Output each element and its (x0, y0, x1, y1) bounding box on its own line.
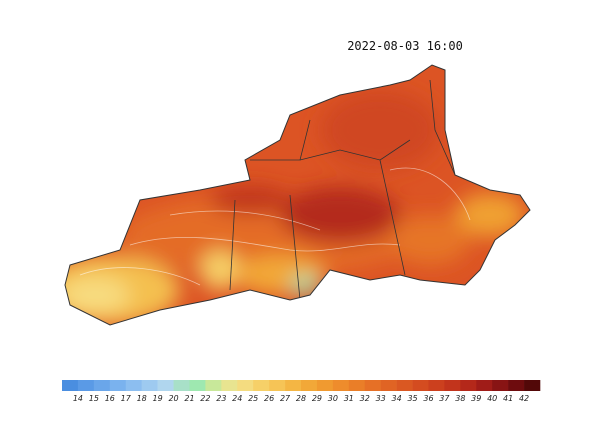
colorbar-swatch (285, 380, 302, 391)
colorbar-label: 15 (89, 394, 99, 403)
colorbar-label: 20 (168, 394, 178, 403)
colorbar-swatch (316, 380, 334, 391)
colorbar-swatch (189, 380, 206, 391)
colorbar-swatch (380, 380, 397, 391)
colorbar-swatch (125, 380, 142, 391)
colorbar-label: 37 (439, 394, 450, 403)
colorbar-swatch (301, 380, 318, 391)
colorbar-swatch (508, 380, 525, 391)
colorbar-label: 16 (105, 394, 115, 403)
colorbar-swatch (157, 380, 174, 391)
colorbar-label: 21 (184, 394, 194, 403)
colorbar-label: 17 (121, 394, 132, 403)
colorbar-label: 41 (503, 394, 513, 403)
colorbar-label: 39 (471, 394, 481, 403)
colorbar-label: 23 (216, 394, 226, 403)
colorbar-swatch (460, 380, 477, 391)
colorbar-label: 19 (153, 394, 163, 403)
region-outline (64, 64, 531, 326)
colorbar-label: 31 (344, 394, 354, 403)
colorbar-swatch (332, 380, 350, 391)
timestamp: 2022-08-03 16:00 (347, 39, 463, 53)
colorbar: 14 15 16 17 18 19 20 21 22 23 24 25 26 27 28 29 30 31 32 33… (62, 380, 541, 403)
colorbar-swatch (205, 380, 222, 391)
colorbar-label: 35 (407, 394, 417, 403)
colorbar-label: 22 (200, 394, 210, 403)
colorbar-label: 33 (376, 394, 386, 403)
colorbar-label: 18 (137, 394, 147, 403)
colorbar-label: 30 (328, 394, 338, 403)
colorbar-swatch (428, 380, 445, 391)
colorbar-label: 36 (423, 394, 433, 403)
colorbar-label: 38 (455, 394, 465, 403)
colorbar-swatch (412, 380, 429, 391)
colorbar-swatch (396, 380, 413, 391)
colorbar-swatch (62, 380, 79, 391)
colorbar-swatch (141, 380, 158, 391)
colorbar-label: 14 (73, 394, 83, 403)
colorbar-swatch (237, 380, 254, 391)
colorbar-swatch (269, 380, 286, 391)
colorbar-label: 42 (519, 394, 529, 403)
colorbar-swatch (253, 380, 270, 391)
colorbar-label: 40 (487, 394, 497, 403)
colorbar-swatch (348, 380, 366, 391)
colorbar-label: 32 (360, 394, 370, 403)
colorbar-swatch (173, 380, 190, 391)
colorbar-label: 24 (232, 394, 242, 403)
colorbar-label: 34 (392, 394, 402, 403)
colorbar-label: 27 (280, 394, 291, 403)
colorbar-swatch (492, 380, 509, 391)
colorbar-swatch (364, 380, 381, 391)
colorbar-swatch (444, 380, 461, 391)
colorbar-label: 26 (264, 394, 274, 403)
colorbar-label: 25 (248, 394, 258, 403)
colorbar-swatch (93, 380, 111, 391)
colorbar-swatch (476, 380, 493, 391)
colorbar-swatch (109, 380, 127, 391)
colorbar-swatch (524, 380, 541, 391)
colorbar-label: 28 (296, 394, 306, 403)
colorbar-swatch (221, 380, 238, 391)
colorbar-swatch (77, 380, 95, 391)
colorbar-label: 29 (312, 394, 322, 403)
